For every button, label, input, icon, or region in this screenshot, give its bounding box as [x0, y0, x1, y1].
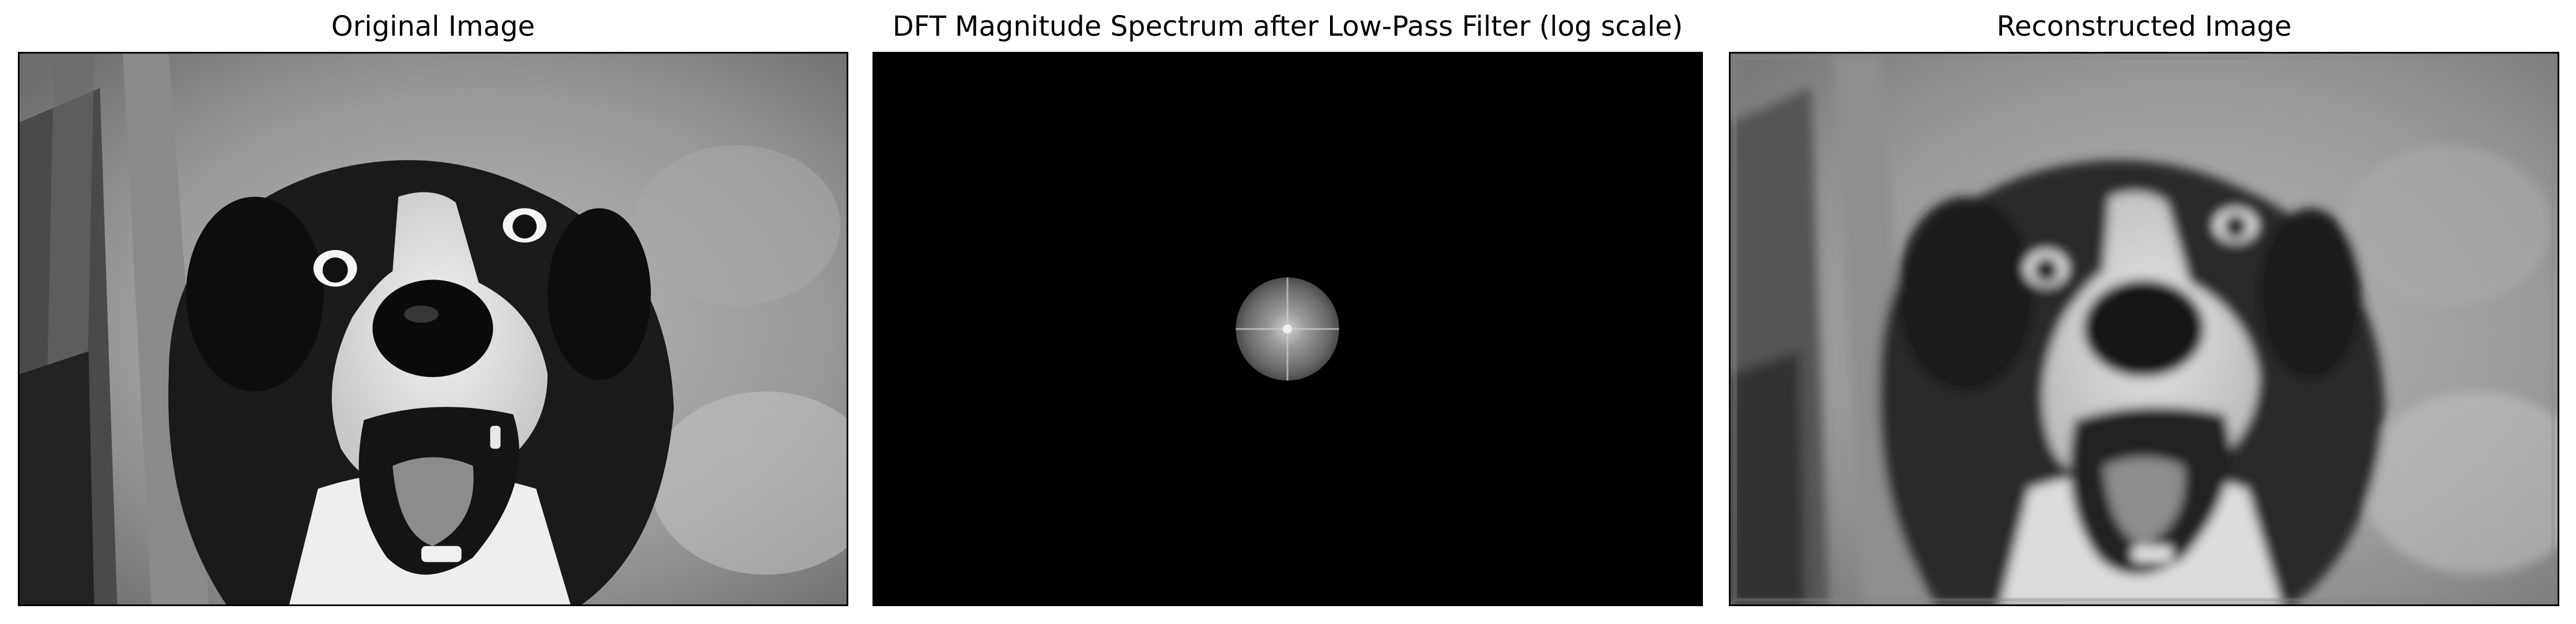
panel-title-dft: DFT Magnitude Spectrum after Low-Pass Fi… [892, 10, 1683, 43]
panel-reconstructed: Reconstructed Image [1729, 0, 2559, 624]
panel-title-reconstructed: Reconstructed Image [1996, 10, 2292, 43]
dog-photo-original [20, 54, 847, 604]
spectrum-plot [874, 54, 1701, 604]
dog-photo-reconstructed [1731, 54, 2558, 604]
original-image [18, 52, 848, 606]
dft-spectrum-image [872, 52, 1703, 606]
panel-original: Original Image [18, 0, 848, 624]
reconstructed-image [1729, 52, 2559, 606]
panel-title-original: Original Image [331, 10, 535, 43]
panel-dft-spectrum: DFT Magnitude Spectrum after Low-Pass Fi… [872, 0, 1703, 624]
